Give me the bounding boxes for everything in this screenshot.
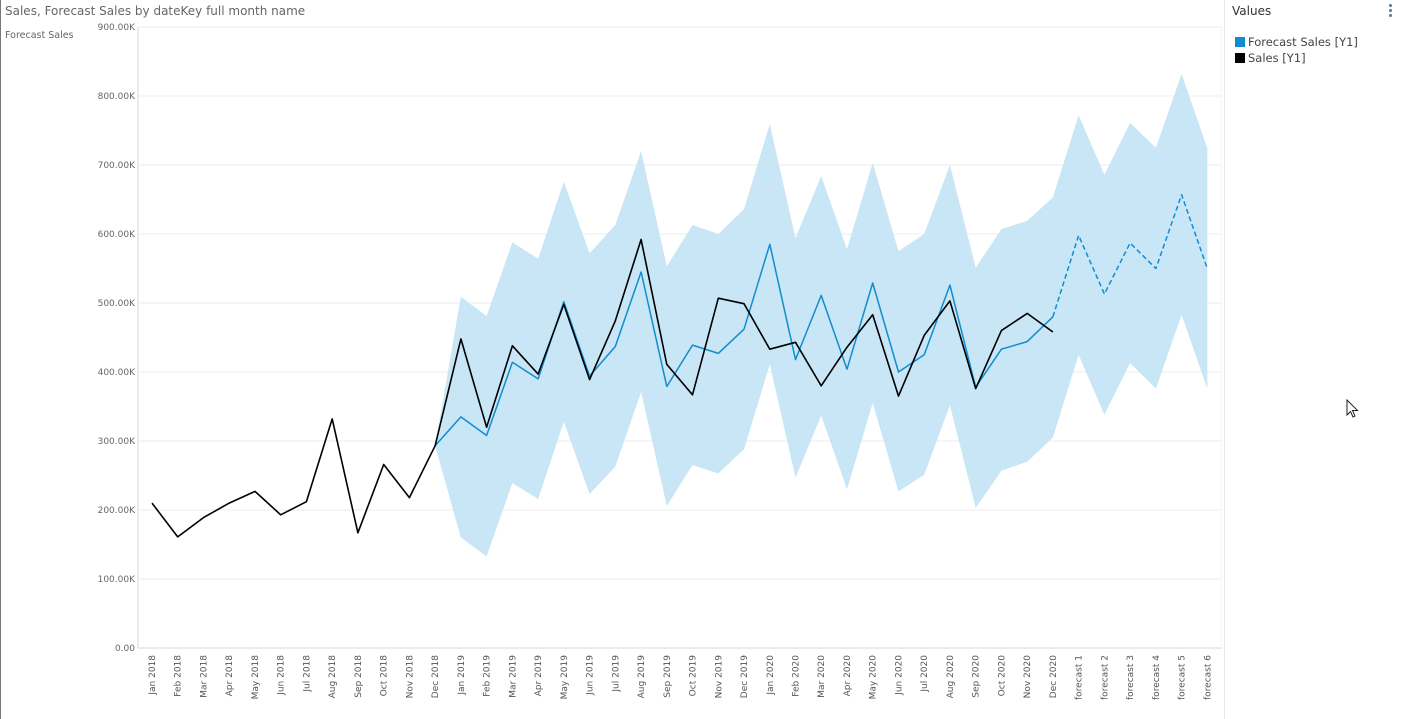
x-tick-label: Jan 2018 [148,655,158,696]
x-tick-label: forecast 6 [1203,655,1213,700]
y-tick-label: 900.00K [98,23,136,33]
series-lines [151,193,1209,538]
x-tick-label: Sep 2020 [972,655,982,698]
forecast-confidence-band [435,73,1208,557]
x-tick-label: Jul 2018 [302,655,312,693]
x-tick-label: Jul 2019 [611,655,621,693]
x-tick-label: Jun 2019 [586,655,596,696]
x-tick-label: forecast 4 [1152,655,1162,700]
y-tick-label: 800.00K [98,92,136,102]
series-line-sales[interactable] [151,238,1054,538]
y-tick-label: 700.00K [98,161,136,171]
x-tick-label: forecast 1 [1075,655,1085,700]
line-chart[interactable]: 0.00 100.00K 200.00K 300.00K 400.00K 500.00K 6… [0,0,1222,719]
x-tick-label: Apr 2018 [225,655,235,697]
legend-item-forecast-sales[interactable]: Forecast Sales [Y1] [1235,35,1358,49]
more-options-icon[interactable] [1385,4,1395,22]
legend-panel: Values Forecast Sales [Y1] Sales [Y1] [1224,0,1404,719]
x-tick-label: Apr 2020 [843,655,853,697]
y-tick-label: 500.00K [98,299,136,309]
x-tick-label: Aug 2018 [328,655,338,699]
series-line-forecast-sales[interactable] [434,243,1054,447]
x-tick-label: May 2018 [251,655,261,700]
y-tick-label: 100.00K [98,575,136,585]
x-tick-label: Mar 2019 [508,655,518,698]
y-tick-label: 600.00K [98,230,136,240]
x-tick-label: Jul 2020 [920,655,930,693]
x-tick-label: Jan 2020 [766,655,776,696]
x-tick-label: Feb 2018 [174,655,184,697]
x-tick-label: Oct 2018 [380,655,390,697]
x-tick-label: Jun 2020 [894,655,904,696]
x-tick-label: Feb 2019 [483,655,493,697]
left-border [0,0,1,719]
x-tick-label: forecast 3 [1126,655,1136,700]
x-tick-label: Feb 2020 [792,655,802,697]
x-tick-label: Sep 2019 [663,655,673,698]
x-tick-label: Nov 2019 [714,655,724,699]
x-axis: Jan 2018 Feb 2018 Mar 2018 Apr 2018 May 2018… [148,655,1213,700]
x-tick-label: Mar 2018 [199,655,209,698]
series-line-forecast-sales-projection[interactable] [1052,193,1209,318]
x-tick-label: Sep 2018 [354,655,364,698]
x-tick-label: Dec 2020 [1049,655,1059,698]
x-tick-label: forecast 2 [1100,655,1110,700]
y-tick-label: 200.00K [98,506,136,516]
x-tick-label: Aug 2020 [946,655,956,699]
x-tick-label: forecast 5 [1178,655,1188,700]
y-tick-label: 300.00K [98,437,136,447]
forecast-band [435,73,1208,557]
x-tick-label: Oct 2019 [689,655,699,697]
y-axis-title: Forecast Sales [5,30,74,41]
x-tick-label: May 2020 [869,655,879,700]
y-tick-label: 0.00 [115,644,135,654]
legend-title: Values [1232,4,1272,18]
legend-item-sales[interactable]: Sales [Y1] [1235,51,1306,65]
x-tick-label: Aug 2019 [637,655,647,699]
y-tick-label: 400.00K [98,368,136,378]
x-tick-label: Apr 2019 [534,655,544,697]
x-tick-label: Nov 2018 [405,655,415,699]
legend-label-forecast-sales: Forecast Sales [Y1] [1248,35,1358,49]
legend-swatch-forecast-sales [1235,37,1245,47]
mouse-pointer-icon [1346,399,1359,418]
x-tick-label: May 2019 [560,655,570,700]
x-tick-label: Mar 2020 [817,655,827,698]
legend-label-sales: Sales [Y1] [1248,51,1306,65]
y-axis: 0.00 100.00K 200.00K 300.00K 400.00K 500.00K 6… [98,23,136,654]
x-tick-label: Nov 2020 [1023,655,1033,699]
x-tick-label: Dec 2018 [431,655,441,698]
x-tick-label: Jan 2019 [457,655,467,696]
visual-title: Sales, Forecast Sales by dateKey full mo… [5,4,306,18]
legend-swatch-sales [1235,53,1245,63]
x-tick-label: Jun 2018 [277,655,287,696]
x-tick-label: Oct 2020 [997,655,1007,697]
x-tick-label: Dec 2019 [740,655,750,698]
